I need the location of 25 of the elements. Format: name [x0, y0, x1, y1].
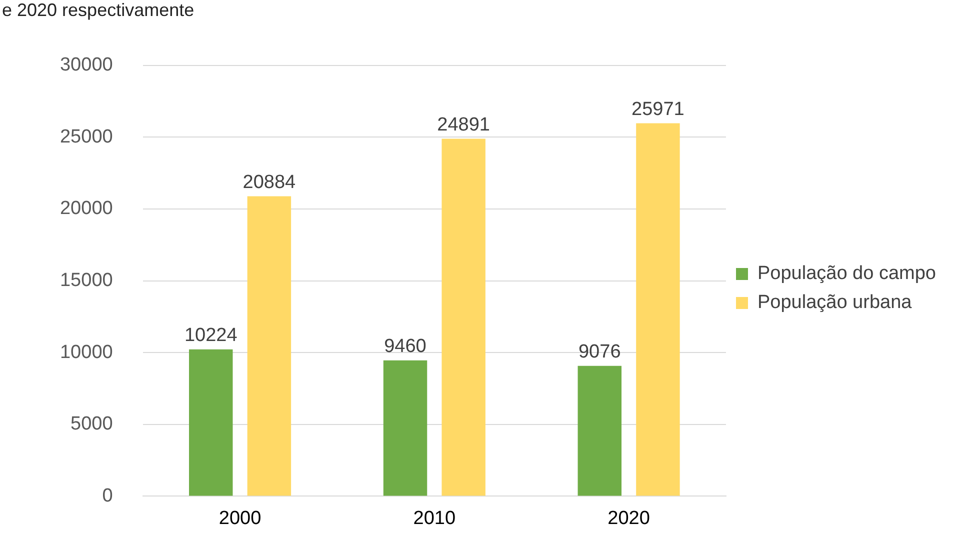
y-tick-label: 20000 — [60, 198, 113, 220]
data-label: 24891 — [437, 114, 490, 136]
y-tick-label: 10000 — [60, 342, 113, 363]
bar — [636, 123, 680, 496]
y-tick-label: 30000 — [60, 54, 113, 76]
data-label: 9076 — [578, 342, 621, 363]
x-tick-label: 2010 — [413, 508, 456, 529]
legend-label: População urbana — [757, 292, 912, 314]
bar — [578, 366, 622, 496]
data-label: 20884 — [242, 172, 296, 194]
y-tick-label: 15000 — [60, 270, 113, 292]
data-label: 25971 — [632, 98, 684, 120]
data-label: 9460 — [384, 336, 426, 358]
bar — [383, 360, 428, 496]
x-tick-label: 2000 — [218, 508, 262, 529]
legend-label: População do campo — [757, 263, 936, 284]
data-label: 10224 — [184, 325, 238, 346]
y-tick-label: 0 — [102, 485, 113, 506]
chart-title: e 2020 respectivamente — [2, 0, 194, 21]
bar — [247, 196, 292, 496]
x-tick-label: 2020 — [608, 508, 650, 529]
bar — [442, 138, 486, 496]
y-tick-label: 5000 — [70, 414, 113, 435]
y-tick-label: 25000 — [60, 126, 113, 148]
bar — [189, 349, 233, 496]
